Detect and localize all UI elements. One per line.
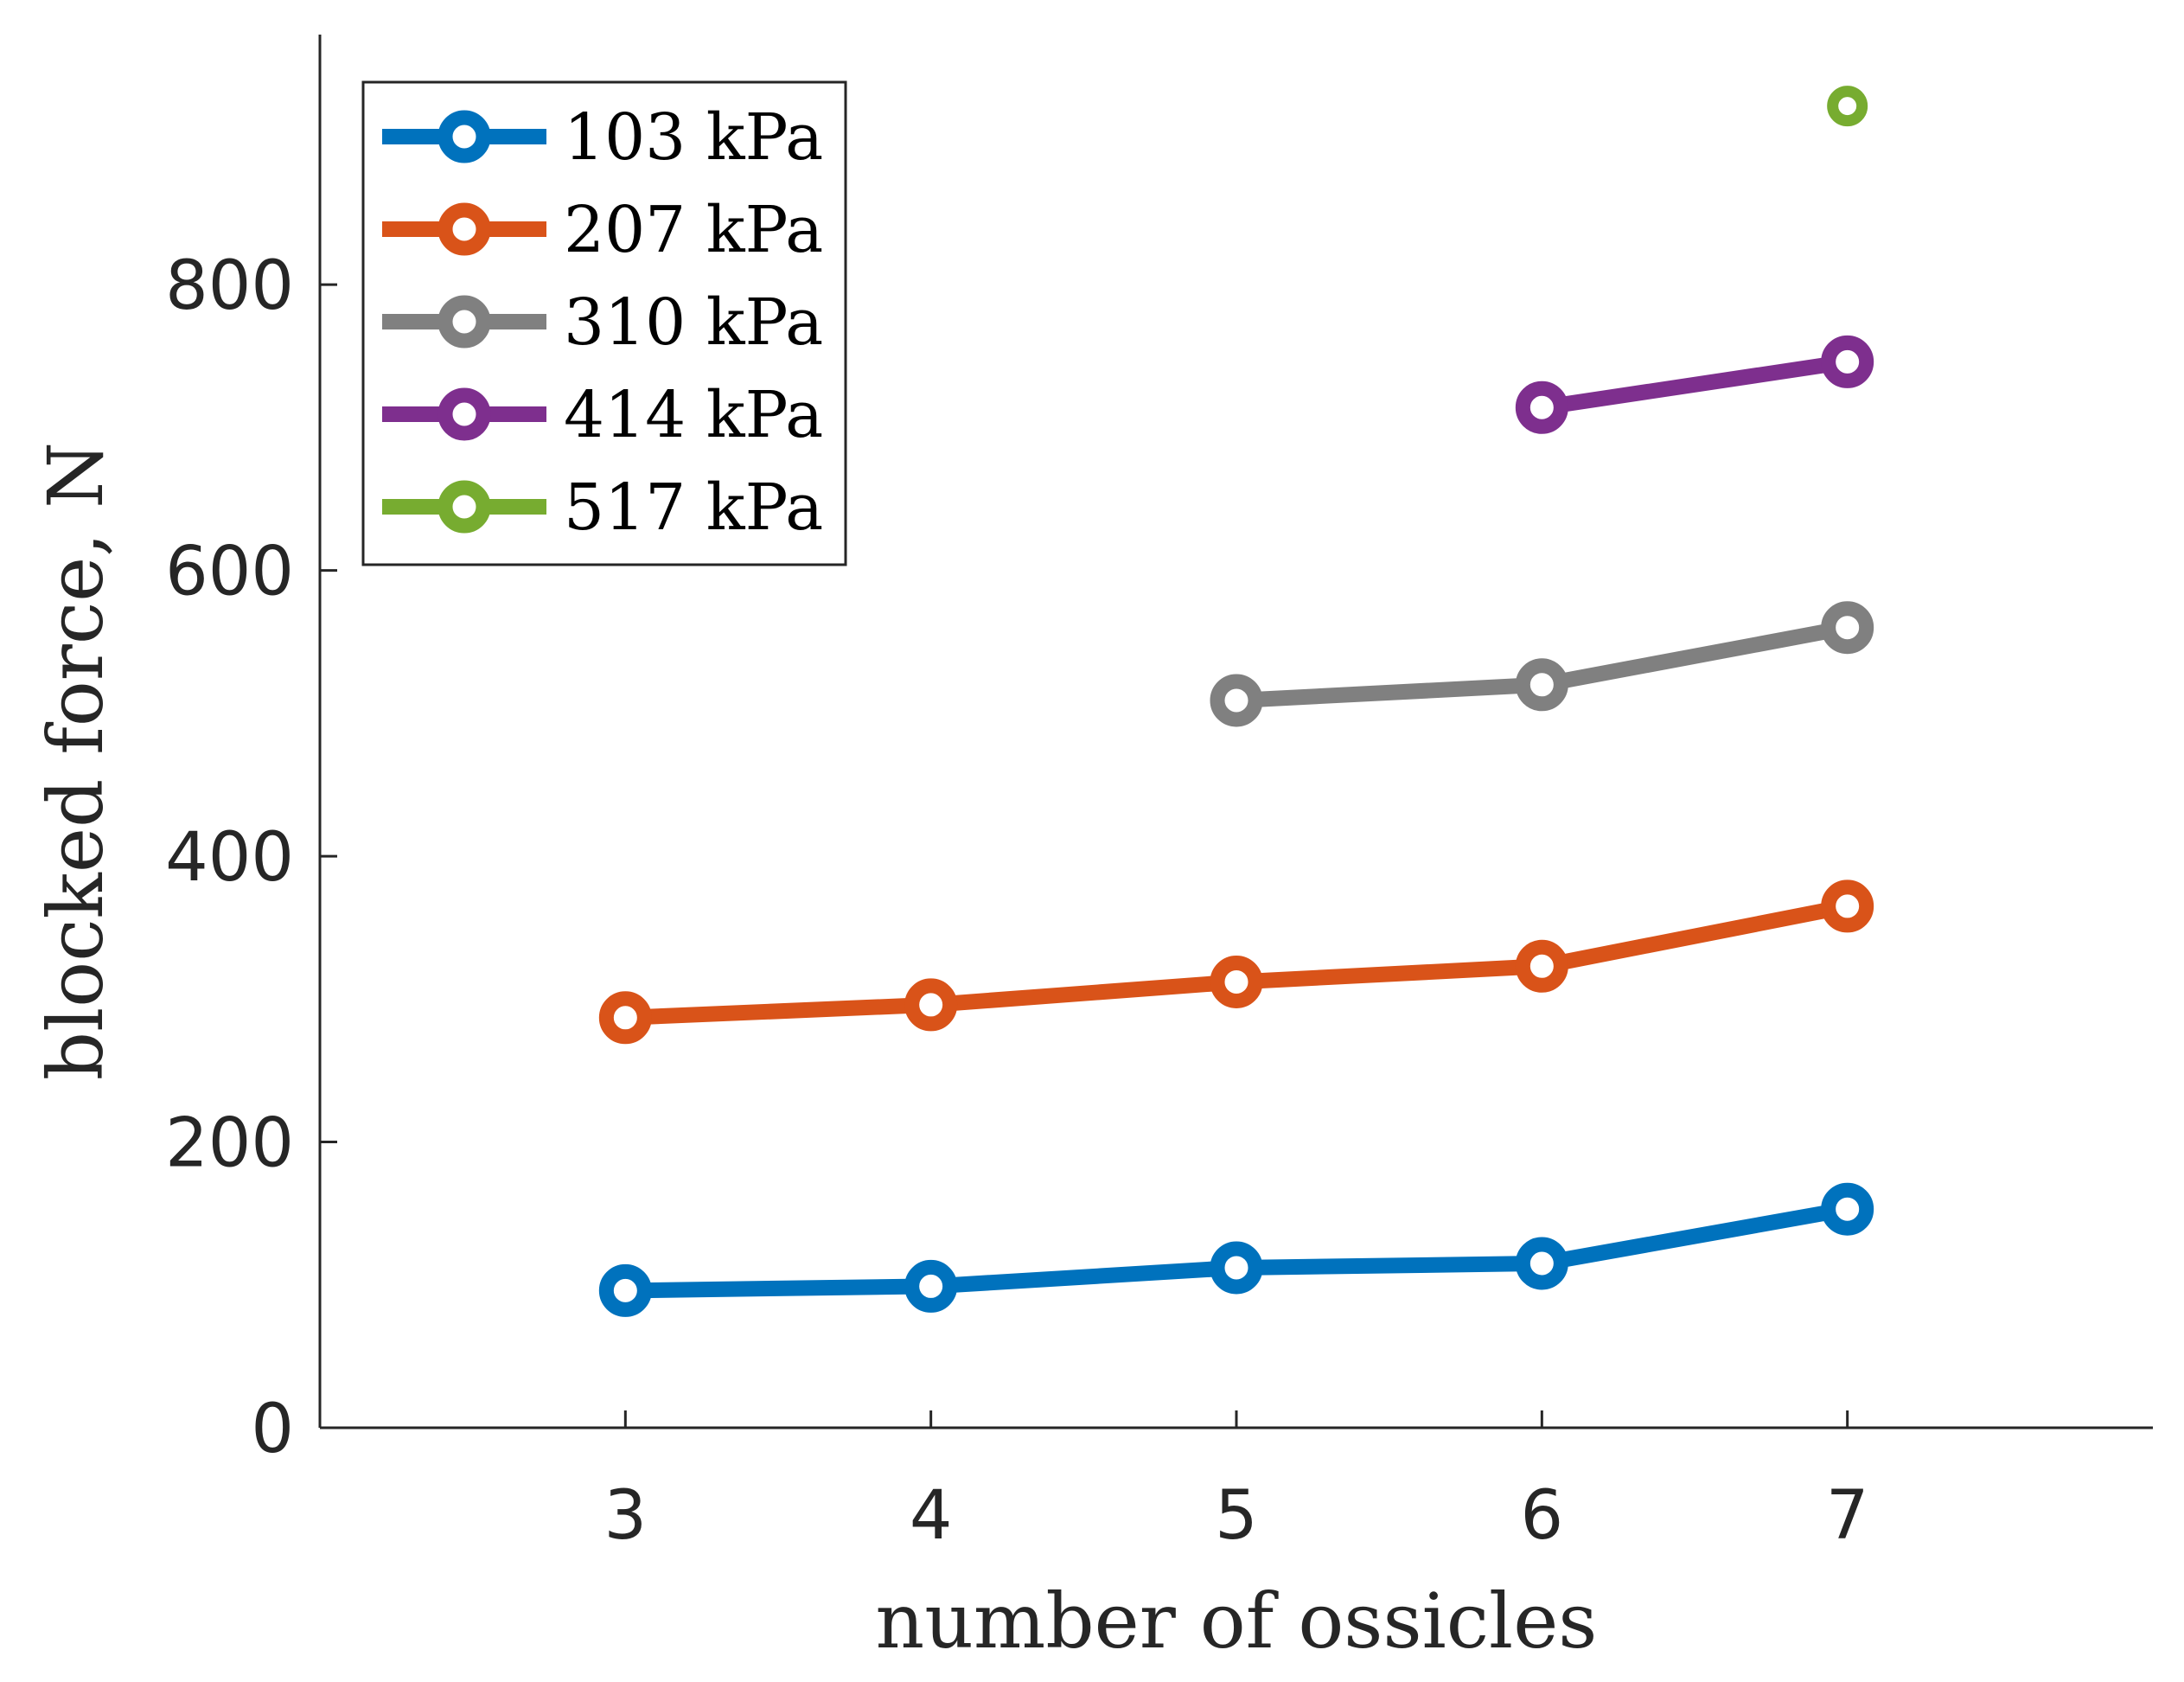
data-point xyxy=(1515,658,1568,712)
y-axis-title: blocked force, N xyxy=(31,442,120,1080)
legend-swatch-marker xyxy=(437,480,491,534)
data-point xyxy=(1210,674,1263,727)
x-tick-label: 4 xyxy=(910,1477,953,1555)
legend-label: 414 kPa xyxy=(564,378,823,452)
legend-swatch-marker xyxy=(437,387,491,441)
legend-label: 310 kPa xyxy=(564,285,823,360)
x-tick-label: 3 xyxy=(604,1477,648,1555)
x-tick-label: 5 xyxy=(1215,1477,1258,1555)
data-point xyxy=(598,1263,652,1317)
series-3 xyxy=(1210,601,1874,727)
x-tick-label: 6 xyxy=(1521,1477,1564,1555)
legend-swatch-marker xyxy=(437,202,491,256)
legend-item: 517 kPa xyxy=(382,470,823,545)
data-point xyxy=(1515,1237,1568,1290)
data-point xyxy=(1210,955,1263,1008)
legend-swatch-marker xyxy=(437,110,491,163)
data-point xyxy=(1821,879,1874,933)
legend: 103 kPa 207 kPa 310 kPa 414 kPa 517 kPa xyxy=(361,80,847,566)
series-4 xyxy=(1515,335,1874,434)
series-layer xyxy=(598,86,1874,1317)
legend-label: 103 kPa xyxy=(564,100,823,175)
y-ticks: 0 200 400 600 800 xyxy=(165,247,337,1468)
legend-item: 414 kPa xyxy=(382,378,823,452)
data-point xyxy=(1515,381,1568,434)
series-2 xyxy=(598,879,1874,1045)
legend-item: 207 kPa xyxy=(382,193,823,267)
data-point xyxy=(1821,335,1874,388)
y-tick-label: 600 xyxy=(165,534,294,611)
legend-label: 207 kPa xyxy=(564,193,823,267)
legend-label: 517 kPa xyxy=(564,470,823,545)
y-tick-label: 200 xyxy=(165,1105,294,1183)
data-point xyxy=(1210,1241,1263,1295)
y-tick-label: 800 xyxy=(165,247,294,325)
y-tick-label: 400 xyxy=(165,819,294,897)
x-tick-label: 7 xyxy=(1826,1477,1869,1555)
data-point xyxy=(1821,601,1874,655)
plot-area: 3 4 5 6 7 0 200 400 600 800 xyxy=(165,35,2153,1555)
legend-item: 310 kPa xyxy=(382,285,823,360)
y-tick-label: 0 xyxy=(251,1391,294,1468)
x-axis-title: number of ossicles xyxy=(876,1576,1598,1666)
data-point xyxy=(904,978,958,1032)
series-1 xyxy=(598,1182,1874,1317)
x-ticks: 3 4 5 6 7 xyxy=(604,1410,1869,1555)
series-5 xyxy=(1827,86,1868,127)
series-line xyxy=(1541,354,1849,416)
data-point xyxy=(1515,939,1568,993)
data-point xyxy=(598,991,652,1045)
data-point xyxy=(904,1259,958,1313)
data-point xyxy=(1827,86,1868,127)
legend-item: 103 kPa xyxy=(382,100,823,175)
legend-swatch-marker xyxy=(437,295,491,349)
data-point xyxy=(1821,1182,1874,1236)
